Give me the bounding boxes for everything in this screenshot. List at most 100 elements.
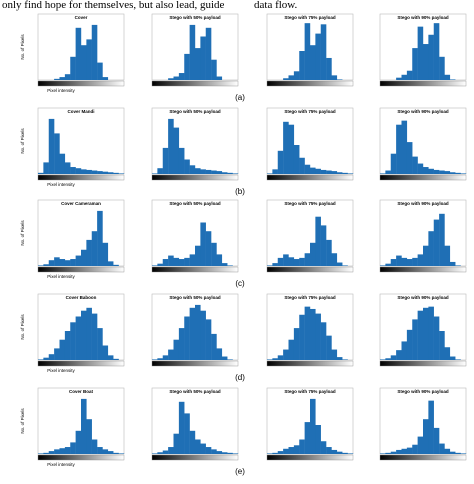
histogram-bar (81, 45, 87, 80)
histogram-bar (449, 172, 456, 174)
histogram-bar (75, 316, 82, 360)
histogram-bar (178, 328, 185, 360)
histogram-bar (54, 78, 60, 80)
histogram-bar (444, 448, 451, 454)
panel-title: Cover (75, 15, 88, 20)
histogram-bar (162, 355, 169, 360)
histogram-bar (385, 358, 391, 360)
histogram-bar (331, 449, 338, 454)
histogram-bar (178, 259, 185, 266)
intensity-gradient (37, 454, 125, 461)
histogram-bar (326, 335, 332, 360)
histogram-bar (107, 172, 114, 174)
histogram-bar (178, 73, 185, 80)
subfigure-label: (a) (235, 93, 245, 102)
histogram-bar (227, 359, 233, 360)
histogram-bar (152, 359, 158, 360)
histogram-bar (221, 452, 228, 454)
histogram-bar (331, 171, 338, 174)
histogram-bar (272, 263, 278, 266)
histogram-bar (423, 245, 429, 266)
histogram-bar (59, 153, 66, 174)
histogram-bar (102, 345, 109, 360)
histogram-bar (304, 306, 311, 360)
histogram-bar (320, 24, 327, 80)
histogram-bar (205, 169, 212, 174)
histogram-bar (412, 257, 418, 266)
histogram-bar (272, 169, 278, 174)
histogram-bar (157, 452, 163, 454)
histogram-bar (86, 239, 92, 266)
histogram-bar (272, 452, 278, 454)
histogram-bar (200, 169, 206, 174)
histogram-bar (406, 70, 413, 80)
histogram-bar (178, 401, 185, 454)
intensity-gradient (266, 80, 354, 87)
histogram-bar (267, 359, 273, 360)
histogram-bar (173, 433, 180, 454)
histogram-bar (48, 451, 55, 454)
histogram-bar (304, 164, 311, 174)
histogram-bar (390, 259, 397, 266)
histogram-bar (75, 430, 82, 454)
histogram-bar (86, 307, 92, 360)
y-axis-label: No. of Pixels (20, 314, 25, 340)
histogram-bar (205, 231, 212, 266)
histogram-bar (396, 77, 402, 80)
histogram-bar (86, 419, 92, 454)
histogram-bar (310, 45, 316, 80)
histogram-bar (152, 453, 158, 454)
histogram-bar (347, 453, 354, 454)
intensity-gradient (379, 360, 467, 367)
histogram-bar (107, 355, 114, 360)
histogram-bar (70, 167, 76, 174)
histogram-bar (299, 51, 305, 80)
histogram-bar (195, 439, 201, 454)
histogram-bar (396, 255, 402, 266)
x-axis-label: Pixel intensity (47, 88, 75, 93)
histogram-bar (86, 169, 92, 174)
histogram-bar (216, 171, 223, 174)
histogram-bar (406, 142, 413, 174)
histogram-bar (401, 74, 408, 80)
histogram-bar (102, 242, 109, 266)
histogram-bar (173, 339, 180, 360)
histogram-bar (428, 168, 434, 174)
histogram-bar (81, 249, 87, 266)
histogram-bar (195, 245, 201, 266)
histogram-bar (211, 449, 217, 454)
histogram-bar (326, 170, 332, 174)
x-axis-label: Pixel intensity (47, 462, 75, 467)
histogram-bar (406, 447, 413, 454)
histogram-bar (184, 413, 190, 454)
intensity-gradient (37, 360, 125, 367)
histogram-bar (81, 398, 87, 454)
panel-title: Stego with 75% payload (284, 201, 336, 206)
intensity-gradient (37, 174, 125, 181)
histogram-bar (283, 121, 289, 174)
histogram-bar (211, 59, 217, 80)
histogram-bar (43, 162, 49, 174)
histogram-bar (288, 257, 295, 266)
histogram-bar (401, 341, 408, 360)
histogram-bar (320, 169, 327, 174)
histogram-bar (460, 173, 467, 174)
histogram-bar (331, 349, 338, 360)
histogram-bar (412, 444, 418, 454)
histogram-bar (205, 27, 212, 80)
histogram-bar (342, 265, 348, 266)
histogram-bar (168, 255, 174, 266)
histogram-bar (326, 447, 332, 454)
histogram-bar (75, 27, 82, 80)
panel-title: Stego with 50% payload (169, 201, 221, 206)
histogram-bar (380, 173, 386, 174)
histogram-bar (277, 257, 284, 266)
histogram-bar (81, 169, 87, 174)
histogram-bar (449, 261, 456, 266)
histogram-bar (97, 171, 103, 174)
y-axis-label: No. of Pixels (20, 408, 25, 434)
histogram-bar (91, 313, 98, 360)
histogram-bar (433, 427, 440, 454)
intensity-gradient (266, 454, 354, 461)
